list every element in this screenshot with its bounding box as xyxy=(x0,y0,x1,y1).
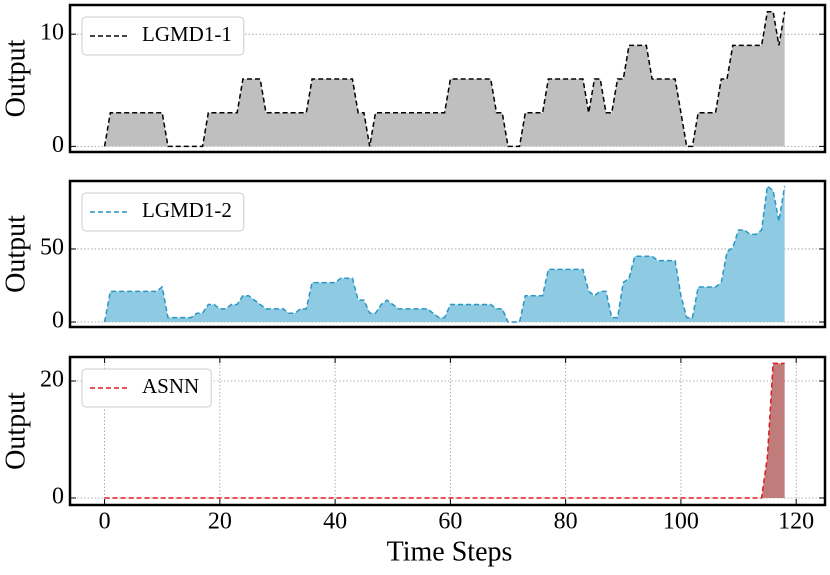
y-tick-label: 0 xyxy=(52,132,64,158)
axes-frame xyxy=(68,3,827,154)
y-tick-label: 10 xyxy=(40,20,64,46)
x-tick-label: 40 xyxy=(323,509,347,535)
axes-frame xyxy=(68,355,827,507)
y-axis-label: Output xyxy=(0,392,31,470)
axes-frame xyxy=(68,179,827,329)
x-tick-label: 120 xyxy=(778,509,814,535)
legend-label: LGMD1-2 xyxy=(142,198,232,222)
area xyxy=(104,11,785,147)
y-axis-label: Output xyxy=(0,215,31,293)
legend-label: LGMD1-1 xyxy=(142,22,232,46)
legend-box xyxy=(81,368,212,408)
legend-box xyxy=(81,16,245,56)
line xyxy=(103,184,786,323)
x-tick-label: 100 xyxy=(663,509,699,535)
line xyxy=(103,10,786,148)
x-tick-label: 60 xyxy=(438,509,462,535)
y-tick-label: 50 xyxy=(40,234,64,260)
y-tick-label: 0 xyxy=(52,308,64,334)
x-tick-label: 80 xyxy=(554,509,578,535)
area xyxy=(104,186,785,323)
panel: 0 10 LGMD1-1 Output xyxy=(0,3,827,158)
panel: 0 20 0 20 40 60 80 100 120 ASNN Output Time Steps xyxy=(0,355,827,567)
line xyxy=(104,362,785,499)
x-tick-label: 20 xyxy=(208,509,232,535)
y-tick-label: 20 xyxy=(40,366,64,392)
y-axis-label: Output xyxy=(0,39,31,117)
x-tick-label: 0 xyxy=(99,509,111,535)
panel: 0 50 LGMD1-2 Output xyxy=(0,179,827,334)
x-axis-label: Time Steps xyxy=(387,536,513,567)
y-tick-label: 0 xyxy=(52,483,64,509)
legend-box xyxy=(81,192,245,232)
legend-label: ASNN xyxy=(142,374,199,398)
